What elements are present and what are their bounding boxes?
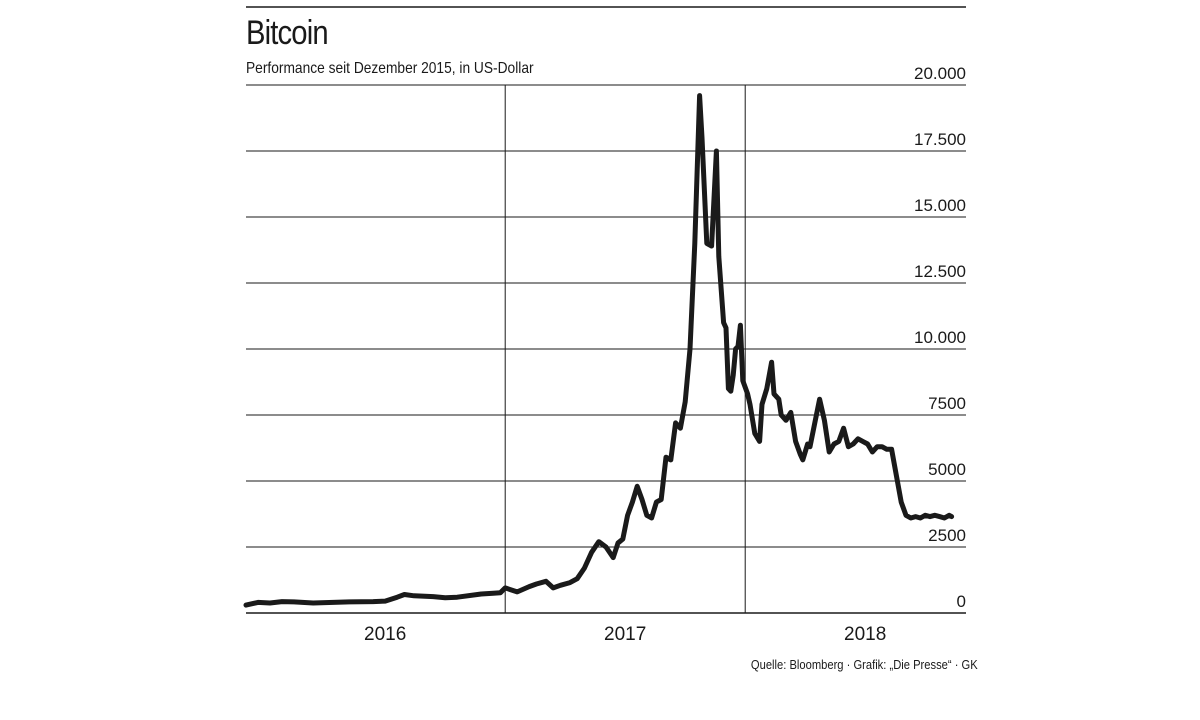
y-tick-label: 2500 xyxy=(928,526,966,545)
y-tick-label: 12.500 xyxy=(914,262,966,281)
x-tick-labels: 2016 2017 2018 xyxy=(364,624,886,645)
grid xyxy=(246,84,966,548)
year-dividers xyxy=(504,85,746,613)
x-tick-label: 2016 xyxy=(364,624,406,645)
y-tick-label: 20.000 xyxy=(914,64,966,83)
source-credit: Quelle: Bloomberg · Grafik: „Die Presse“… xyxy=(751,657,978,672)
y-tick-label: 7500 xyxy=(928,394,966,413)
y-tick-labels: 0 2500 5000 7500 10.000 12.500 15.000 17.500 20.… xyxy=(914,64,966,611)
x-tick-label: 2017 xyxy=(604,624,646,645)
x-tick-label: 2018 xyxy=(844,624,886,645)
chart-subtitle: Performance seit Dezember 2015, in US-Do… xyxy=(246,60,534,77)
y-tick-label: 0 xyxy=(957,592,966,611)
price-series-line xyxy=(243,93,955,608)
y-tick-label: 17.500 xyxy=(914,130,966,149)
y-tick-label: 15.000 xyxy=(914,196,966,215)
chart-title: Bitcoin xyxy=(246,14,329,52)
y-tick-label: 10.000 xyxy=(914,328,966,347)
y-tick-label: 5000 xyxy=(928,460,966,479)
